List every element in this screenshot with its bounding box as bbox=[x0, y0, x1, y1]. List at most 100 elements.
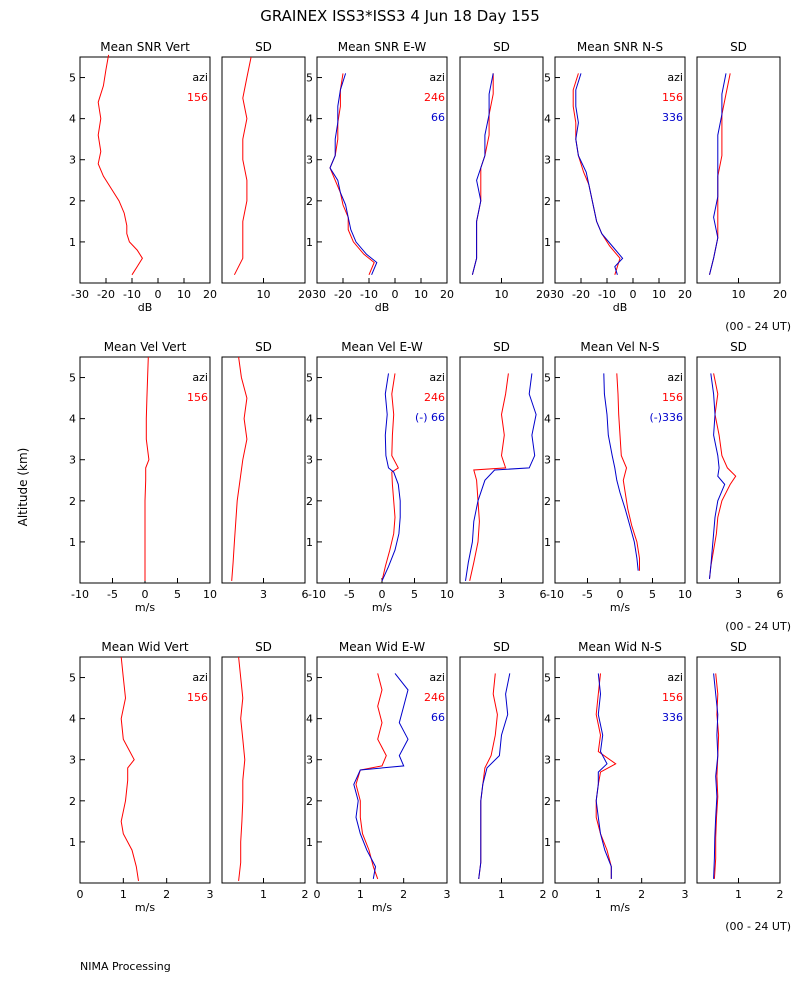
legend-entry: 156 bbox=[662, 391, 683, 404]
series-line-2 bbox=[713, 673, 719, 879]
y-tick-label: 4 bbox=[306, 413, 313, 426]
series-line-1 bbox=[709, 73, 731, 275]
legend-entry: 156 bbox=[662, 91, 683, 104]
y-tick-label: 3 bbox=[306, 754, 313, 767]
page-title: GRAINEX ISS3*ISS3 4 Jun 18 Day 155 bbox=[260, 7, 540, 25]
time-range-row2: (00 - 24 UT) bbox=[725, 620, 791, 633]
x-tick-label: -20 bbox=[334, 288, 352, 301]
x-tick-label: 2 bbox=[638, 888, 645, 901]
series-line-2 bbox=[709, 73, 727, 275]
panel-snr_vert_sd: SD 10 20 bbox=[221, 40, 312, 301]
y-tick-label: 3 bbox=[544, 454, 551, 467]
x-tick-label: 1 bbox=[120, 888, 127, 901]
x-tick-label: -5 bbox=[344, 588, 355, 601]
x-tick-label: 0 bbox=[314, 888, 321, 901]
x-tick-label: 6 bbox=[777, 588, 784, 601]
x-tick-label: 6 bbox=[302, 588, 309, 601]
legend-title: azi bbox=[667, 371, 683, 384]
panel-vel_vert_sd: SD 3 6 bbox=[221, 340, 309, 601]
x-tick-label: -10 bbox=[308, 588, 326, 601]
panel-wid_vert_sd: SD 1 2 bbox=[221, 640, 309, 901]
time-range-row3: (00 - 24 UT) bbox=[725, 920, 791, 933]
x-tick-label: 0 bbox=[142, 588, 149, 601]
y-tick-label: 1 bbox=[306, 836, 313, 849]
panel-title: Mean Vel N-S bbox=[580, 340, 659, 354]
series-line-2 bbox=[465, 373, 537, 581]
panel-frame bbox=[459, 656, 544, 884]
panel-title: SD bbox=[255, 40, 272, 54]
legend-entry: 156 bbox=[187, 691, 208, 704]
series-line-2 bbox=[709, 373, 726, 579]
y-tick-label: 1 bbox=[544, 836, 551, 849]
panel-title: SD bbox=[493, 640, 510, 654]
panel-wid_ew: Mean Wid E-W 0 1 2 3 m/s 1 2 3 4 5 azi 246 66 bbox=[306, 640, 451, 914]
panel-wid_ew_sd: SD 1 2 bbox=[459, 640, 547, 901]
panel-frame bbox=[221, 356, 306, 584]
series-line-1 bbox=[231, 356, 248, 581]
x-tick-label: 2 bbox=[302, 888, 309, 901]
panel-title: Mean SNR Vert bbox=[100, 40, 190, 54]
legend-title: azi bbox=[667, 71, 683, 84]
panel-title: Mean Vel E-W bbox=[341, 340, 423, 354]
x-tick-label: 6 bbox=[540, 588, 547, 601]
panel-title: SD bbox=[730, 40, 747, 54]
series-line-2 bbox=[471, 73, 494, 275]
x-axis-label: dB bbox=[375, 301, 390, 314]
x-tick-label: 10 bbox=[177, 288, 191, 301]
panel-frame bbox=[554, 56, 686, 284]
series-line-2 bbox=[478, 673, 511, 879]
x-tick-label: 20 bbox=[440, 288, 454, 301]
footer-label: NIMA Processing bbox=[80, 960, 171, 973]
legend-title: azi bbox=[192, 371, 208, 384]
y-tick-label: 3 bbox=[544, 754, 551, 767]
legend-entry: 246 bbox=[424, 391, 445, 404]
y-tick-label: 3 bbox=[69, 154, 76, 167]
x-axis-label: m/s bbox=[135, 901, 155, 914]
legend-entry: 66 bbox=[431, 111, 445, 124]
panel-snr_ew_sd: SD 10 20 bbox=[459, 40, 550, 301]
panel-title: SD bbox=[730, 340, 747, 354]
panel-title: SD bbox=[493, 40, 510, 54]
x-tick-label: 0 bbox=[630, 288, 637, 301]
x-axis-label: m/s bbox=[372, 601, 392, 614]
y-tick-label: 2 bbox=[69, 795, 76, 808]
y-tick-label: 1 bbox=[306, 236, 313, 249]
x-tick-label: 5 bbox=[649, 588, 656, 601]
series-line-1 bbox=[471, 73, 494, 275]
x-tick-label: -20 bbox=[97, 288, 115, 301]
x-axis-label: dB bbox=[138, 301, 153, 314]
y-tick-label: 1 bbox=[69, 536, 76, 549]
y-tick-label: 1 bbox=[69, 236, 76, 249]
panel-title: SD bbox=[255, 340, 272, 354]
panel-title: Mean SNR E-W bbox=[338, 40, 427, 54]
series-line-2 bbox=[353, 673, 409, 879]
panel-frame bbox=[316, 656, 448, 884]
x-tick-label: 3 bbox=[260, 588, 267, 601]
panel-frame bbox=[459, 56, 544, 284]
panel-vel_ns_sd: SD 3 6 bbox=[696, 340, 784, 601]
x-tick-label: 20 bbox=[298, 288, 312, 301]
x-axis-label: m/s bbox=[372, 901, 392, 914]
x-tick-label: 0 bbox=[379, 588, 386, 601]
y-tick-label: 1 bbox=[544, 236, 551, 249]
x-tick-label: 10 bbox=[495, 288, 509, 301]
y-tick-label: 2 bbox=[69, 195, 76, 208]
x-tick-label: -30 bbox=[71, 288, 89, 301]
panel-frame bbox=[696, 656, 781, 884]
series-line-2 bbox=[603, 373, 639, 571]
x-tick-label: 1 bbox=[260, 888, 267, 901]
x-tick-label: -5 bbox=[107, 588, 118, 601]
panel-frame bbox=[696, 356, 781, 584]
panel-title: SD bbox=[730, 640, 747, 654]
x-axis-label: m/s bbox=[610, 601, 630, 614]
x-tick-label: -10 bbox=[546, 588, 564, 601]
panel-wid_ns: Mean Wid N-S 0 1 2 3 m/s 1 2 3 4 5 azi 156 336 bbox=[544, 640, 689, 914]
x-tick-label: 0 bbox=[155, 288, 162, 301]
y-tick-label: 4 bbox=[306, 713, 313, 726]
legend-title: azi bbox=[429, 371, 445, 384]
y-tick-label: 2 bbox=[544, 795, 551, 808]
y-tick-label: 4 bbox=[69, 413, 76, 426]
x-tick-label: 3 bbox=[682, 888, 689, 901]
x-tick-label: 3 bbox=[498, 588, 505, 601]
series-line-1 bbox=[709, 373, 737, 579]
